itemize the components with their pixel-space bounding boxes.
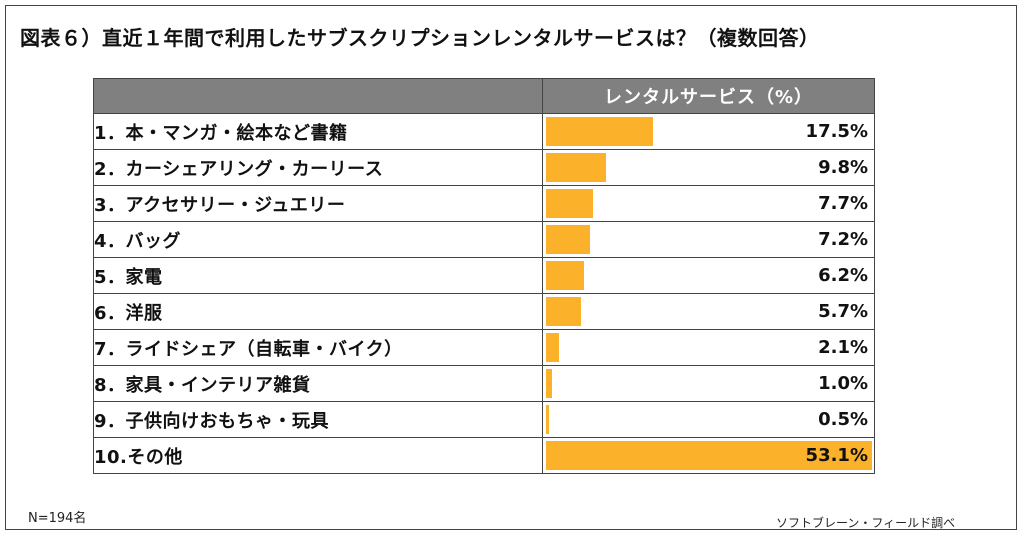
table-row: 9．子供向けおもちゃ・玩具 0.5% <box>93 401 875 438</box>
bar <box>546 225 590 254</box>
value-header: レンタルサービス（%） <box>542 78 875 114</box>
bar <box>546 369 552 398</box>
chart-frame: 図表６）直近１年間で利用したサブスクリプションレンタルサービスは？（複数回答） … <box>5 5 1017 530</box>
table-row: 5．家電 6.2% <box>93 257 875 294</box>
bar-cell: 1.0% <box>542 365 875 402</box>
table-row: 1．本・マンガ・絵本など書籍 17.5% <box>93 113 875 150</box>
table-row: 4．バッグ 7.2% <box>93 221 875 258</box>
category-label: 10.その他 <box>93 437 543 474</box>
table-row: 6．洋服 5.7% <box>93 293 875 330</box>
bar <box>546 153 606 182</box>
table-row: 7．ライドシェア（自転車・バイク） 2.1% <box>93 329 875 366</box>
data-label: 7.7% <box>818 193 868 214</box>
table-row: 8．家具・インテリア雑貨 1.0% <box>93 365 875 402</box>
category-label: 8．家具・インテリア雑貨 <box>93 365 543 402</box>
data-label: 53.1% <box>805 445 868 466</box>
bar-cell: 53.1% <box>542 437 875 474</box>
category-label: 5．家電 <box>93 257 543 294</box>
category-header <box>93 78 543 114</box>
bar <box>546 441 872 470</box>
bar-cell: 9.8% <box>542 149 875 186</box>
bar <box>546 333 559 362</box>
category-label: 4．バッグ <box>93 221 543 258</box>
table-row: 10.その他 53.1% <box>93 437 875 474</box>
bar-cell: 7.2% <box>542 221 875 258</box>
data-label: 5.7% <box>818 301 868 322</box>
data-table: レンタルサービス（%） 1．本・マンガ・絵本など書籍 17.5% 2．カーシェアリン… <box>93 78 875 474</box>
bar-cell: 2.1% <box>542 329 875 366</box>
category-label: 1．本・マンガ・絵本など書籍 <box>93 113 543 150</box>
data-label: 7.2% <box>818 229 868 250</box>
bar-cell: 5.7% <box>542 293 875 330</box>
table-row: 3．アクセサリー・ジュエリー 7.7% <box>93 185 875 222</box>
data-label: 1.0% <box>818 373 868 394</box>
bar <box>546 261 584 290</box>
chart-title: 図表６）直近１年間で利用したサブスクリプションレンタルサービスは？（複数回答） <box>20 26 820 50</box>
source-note: ソフトブレーン・フィールド調べ <box>776 516 956 530</box>
bar <box>546 117 653 146</box>
bar-cell: 7.7% <box>542 185 875 222</box>
category-label: 2．カーシェアリング・カーリース <box>93 149 543 186</box>
table-row: 2．カーシェアリング・カーリース 9.8% <box>93 149 875 186</box>
data-label: 9.8% <box>818 157 868 178</box>
data-label: 0.5% <box>818 409 868 430</box>
bar-cell: 17.5% <box>542 113 875 150</box>
data-label: 17.5% <box>805 121 868 142</box>
bar-cell: 6.2% <box>542 257 875 294</box>
bar <box>546 297 581 326</box>
category-label: 6．洋服 <box>93 293 543 330</box>
sample-size-note: N=194名 <box>28 511 87 526</box>
category-label: 3．アクセサリー・ジュエリー <box>93 185 543 222</box>
table-body: 1．本・マンガ・絵本など書籍 17.5% 2．カーシェアリング・カーリース 9.8% 3… <box>93 113 875 474</box>
category-label: 7．ライドシェア（自転車・バイク） <box>93 329 543 366</box>
data-label: 2.1% <box>818 337 868 358</box>
data-label: 6.2% <box>818 265 868 286</box>
bar <box>546 189 593 218</box>
bar-cell: 0.5% <box>542 401 875 438</box>
category-label: 9．子供向けおもちゃ・玩具 <box>93 401 543 438</box>
table-header-row: レンタルサービス（%） <box>93 78 875 114</box>
bar <box>546 405 549 434</box>
